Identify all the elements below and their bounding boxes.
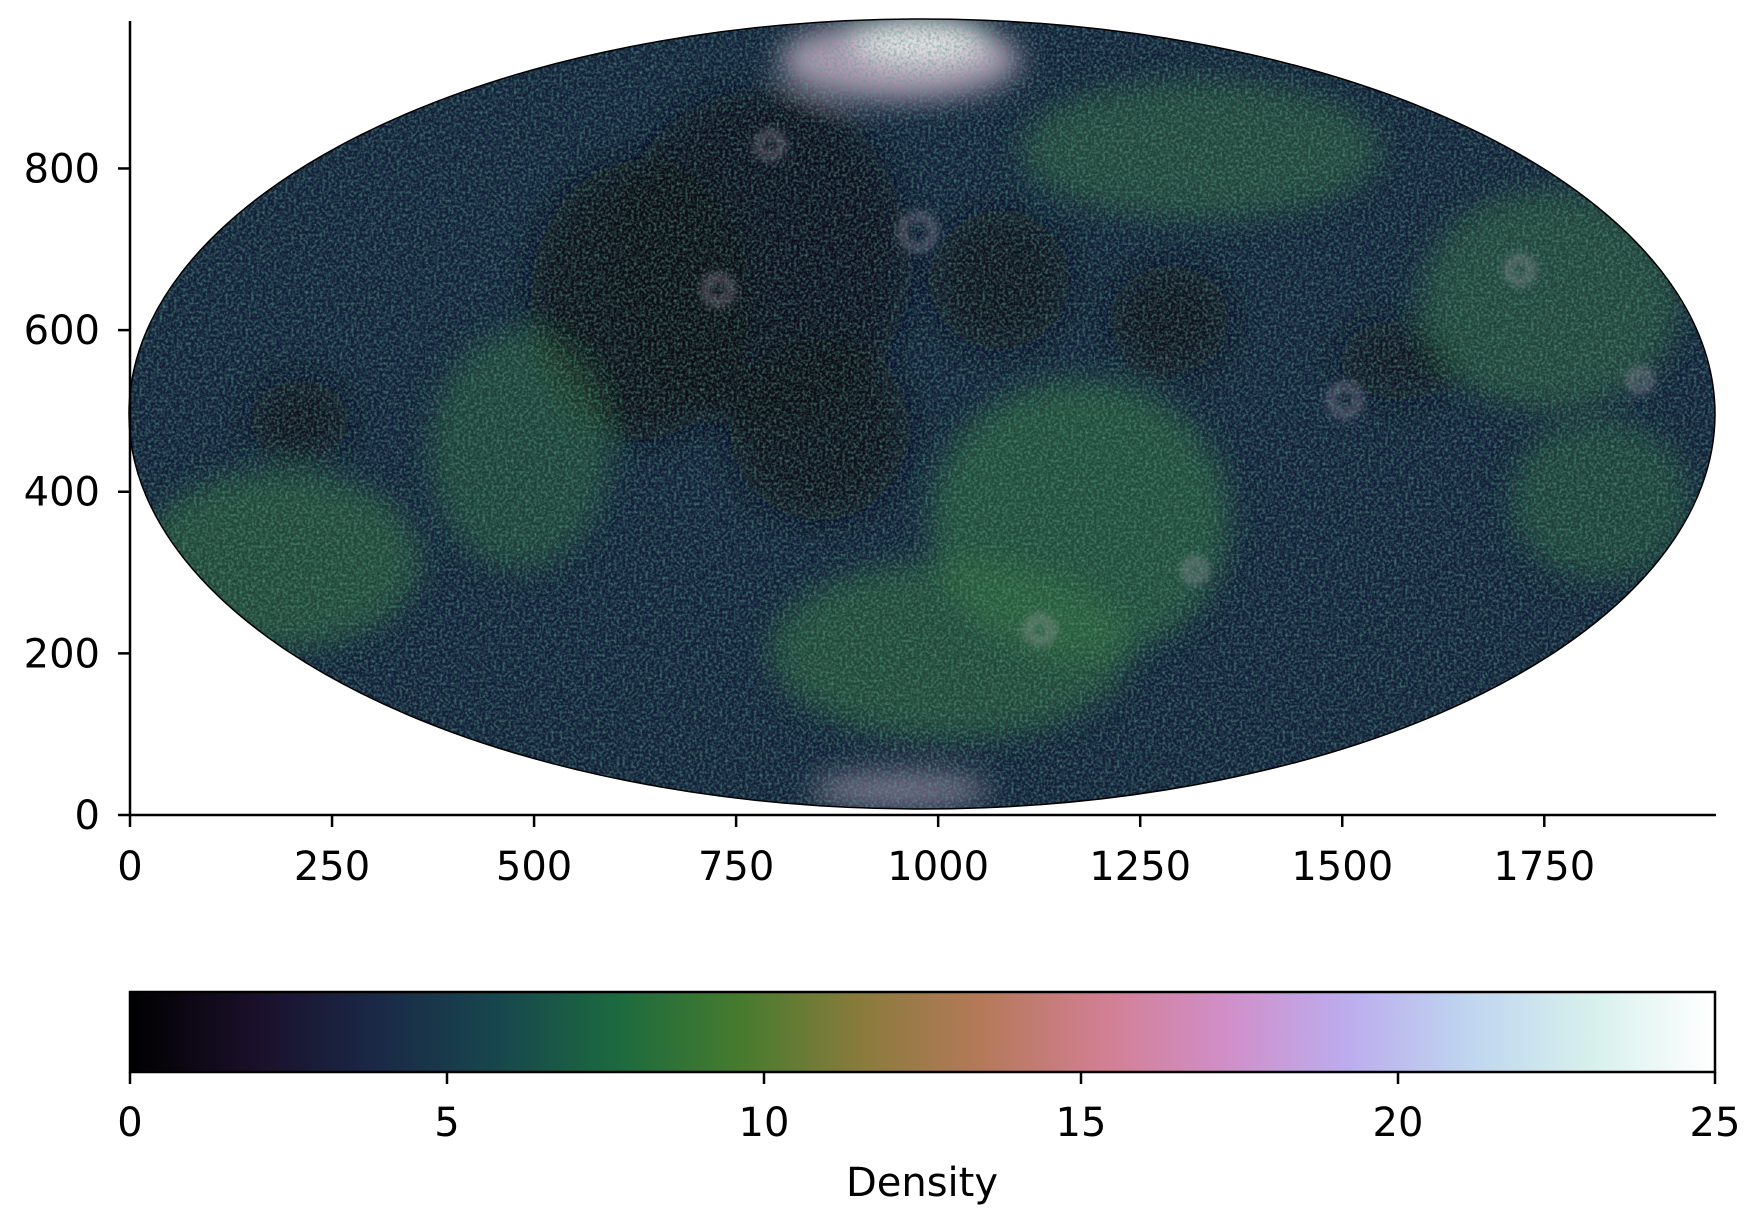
x-axis-ticks: 0 250 500 750 1000 1250 1500 1750 <box>117 815 1595 890</box>
colorbar-tick-label: 25 <box>1690 1100 1741 1146</box>
x-tick-label: 750 <box>698 844 774 890</box>
colorbar-tick-label: 5 <box>434 1100 459 1146</box>
x-tick-label: 1750 <box>1493 844 1595 890</box>
y-tick-label: 600 <box>24 308 100 354</box>
colorbar-tick-label: 0 <box>117 1100 142 1146</box>
colorbar-tick-label: 20 <box>1373 1100 1424 1146</box>
y-tick-label: 0 <box>75 793 100 839</box>
colorbar-label: Density <box>846 1160 998 1206</box>
main-axes: 0 250 500 750 1000 1250 1500 1750 0 200 400 600 800 <box>24 21 1716 890</box>
x-tick-label: 250 <box>294 844 370 890</box>
colorbar-ticks: 0 5 10 15 20 25 <box>117 1072 1740 1146</box>
y-tick-label: 400 <box>24 470 100 516</box>
colorbar-tick-label: 15 <box>1056 1100 1107 1146</box>
y-tick-label: 800 <box>24 146 100 192</box>
density-heatmap-image <box>129 19 1715 809</box>
x-tick-label: 500 <box>496 844 572 890</box>
map-texture <box>129 19 1715 809</box>
colorbar-tick-label: 10 <box>739 1100 790 1146</box>
x-tick-label: 1000 <box>887 844 989 890</box>
y-axis-ticks: 0 200 400 600 800 <box>24 146 130 839</box>
colorbar-gradient <box>128 990 1717 1074</box>
y-tick-label: 200 <box>24 631 100 677</box>
x-tick-label: 0 <box>117 844 142 890</box>
x-tick-label: 1250 <box>1089 844 1191 890</box>
colorbar: 0 5 10 15 20 25 Density <box>117 990 1740 1206</box>
x-tick-label: 1500 <box>1291 844 1393 890</box>
